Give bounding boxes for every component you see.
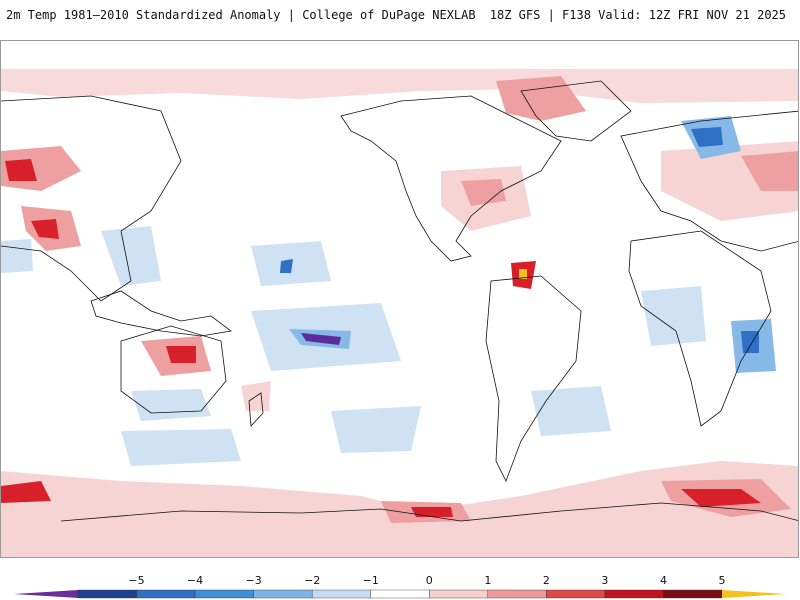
africa-outline bbox=[628, 230, 772, 427]
colorbar-segment bbox=[253, 589, 313, 599]
colorbar-tick-label: −3 bbox=[245, 574, 262, 587]
colorbar-tick-label: −5 bbox=[128, 574, 145, 587]
colorbar-tick-label: 2 bbox=[542, 574, 550, 587]
colorbar-min-arrow bbox=[14, 590, 78, 598]
warm-anomaly-shading bbox=[1, 69, 798, 557]
eurasia-outline bbox=[620, 110, 798, 252]
colorbar-segment bbox=[77, 589, 137, 599]
new-zealand-outline bbox=[248, 392, 264, 427]
colorbar-tick-label: −1 bbox=[362, 574, 379, 587]
map-panel[interactable] bbox=[0, 40, 799, 558]
model-run-info: 18Z GFS | F138 Valid: 12Z FRI NOV 21 202… bbox=[489, 8, 786, 22]
australia-outline bbox=[120, 325, 227, 414]
color-scale-bar bbox=[14, 589, 786, 599]
colorbar-segment bbox=[370, 589, 430, 599]
colorbar-tick-label: 0 bbox=[425, 574, 433, 587]
south-america-outline bbox=[485, 275, 582, 482]
colorbar-segment bbox=[194, 589, 254, 599]
colorbar-tick-label: 4 bbox=[659, 574, 667, 587]
colorbar-tick-label: 3 bbox=[601, 574, 609, 587]
asia-west-outline bbox=[1, 95, 182, 302]
colorbar-max-arrow bbox=[722, 590, 786, 598]
colorbar-tick-label: −2 bbox=[304, 574, 321, 587]
colorbar-segment bbox=[546, 589, 606, 599]
cool-anomaly-shading bbox=[1, 116, 776, 466]
colorbar-tick-label: −4 bbox=[186, 574, 204, 587]
map-title: 2m Temp 1981–2010 Standardized Anomaly |… bbox=[6, 8, 476, 22]
header: 2m Temp 1981–2010 Standardized Anomaly |… bbox=[0, 0, 800, 30]
colorbar-segment bbox=[429, 589, 489, 599]
colorbar-segment bbox=[311, 589, 371, 599]
greenland-outline bbox=[520, 80, 632, 142]
maritime-continent-outline bbox=[90, 290, 232, 337]
coastlines bbox=[1, 80, 798, 522]
anomaly-map[interactable] bbox=[1, 41, 799, 558]
colorbar-segment bbox=[487, 589, 547, 599]
colorbar-segment bbox=[663, 589, 723, 599]
colorbar-segment bbox=[604, 589, 664, 599]
antarctica-outline bbox=[60, 502, 798, 522]
colorbar-tick-label: 1 bbox=[484, 574, 492, 587]
colorbar-tick-label: 5 bbox=[718, 574, 726, 587]
north-america-outline bbox=[340, 95, 562, 262]
colorbar-segment bbox=[136, 589, 196, 599]
